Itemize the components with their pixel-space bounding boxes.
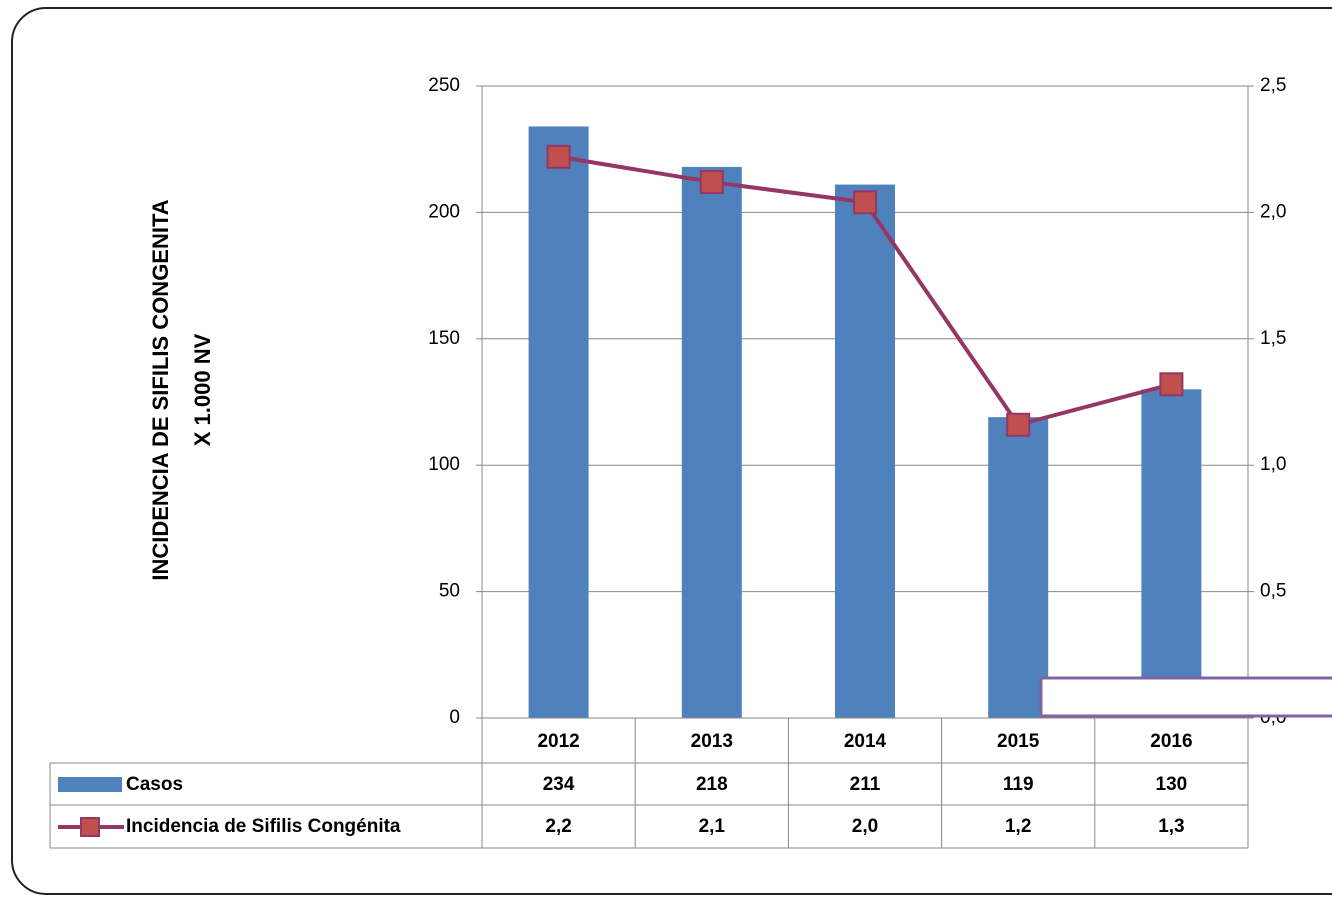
bar: [835, 184, 895, 719]
table-value: 2,0: [852, 816, 878, 837]
table-value: 218: [696, 774, 728, 795]
y-tick-label: 250: [428, 75, 460, 96]
table-value: 1,3: [1158, 816, 1184, 837]
chart-frame: [11, 7, 1332, 895]
x-tick-label: 2015: [997, 731, 1040, 752]
table-value: 2,1: [699, 816, 726, 837]
x-tick-label: 2012: [537, 731, 579, 752]
y-axis-title: INCIDENCIA DE SIFILIS CONGENITA X 1.000 N…: [148, 199, 215, 580]
marker: [699, 170, 724, 195]
y2-tick-label: 2,5: [1260, 75, 1286, 96]
y-tick-label: 50: [439, 581, 460, 602]
x-tick-label: 2016: [1150, 731, 1192, 752]
marker: [1159, 372, 1184, 397]
bar: [681, 166, 742, 718]
legend-marker: [80, 817, 100, 837]
table-value: 130: [1156, 774, 1188, 795]
legend-label: Incidencia de Sifilis Congénita: [126, 816, 401, 837]
table-value: 2,2: [545, 816, 571, 837]
overlay-box: [1039, 676, 1332, 718]
table-value: 119: [1003, 774, 1034, 795]
marker: [1006, 412, 1031, 437]
y2-tick-label: 0,5: [1260, 581, 1286, 602]
table-value: 234: [543, 774, 575, 795]
marker: [853, 190, 877, 215]
legend-swatch: [58, 777, 122, 792]
y-tick-label: 100: [428, 454, 460, 475]
y2-tick-label: 1,5: [1260, 328, 1286, 349]
table-value: 1,2: [1005, 816, 1031, 837]
x-tick-label: 2013: [691, 731, 733, 752]
bar: [988, 417, 1049, 718]
y2-tick-label: 1,0: [1260, 454, 1286, 475]
bar: [528, 126, 589, 718]
y-tick-label: 200: [428, 201, 460, 222]
marker: [546, 144, 571, 169]
table-value: 211: [850, 774, 881, 795]
x-tick-label: 2014: [844, 731, 887, 752]
y2-tick-label: 2,0: [1260, 201, 1286, 222]
legend-label: Casos: [126, 774, 183, 795]
y-tick-label: 0: [449, 707, 460, 728]
y-axis-title-line: X 1.000 NV: [190, 333, 215, 446]
y-tick-label: 150: [428, 328, 460, 349]
bar: [1141, 389, 1202, 718]
y-axis-title-line: INCIDENCIA DE SIFILIS CONGENITA: [148, 199, 173, 580]
